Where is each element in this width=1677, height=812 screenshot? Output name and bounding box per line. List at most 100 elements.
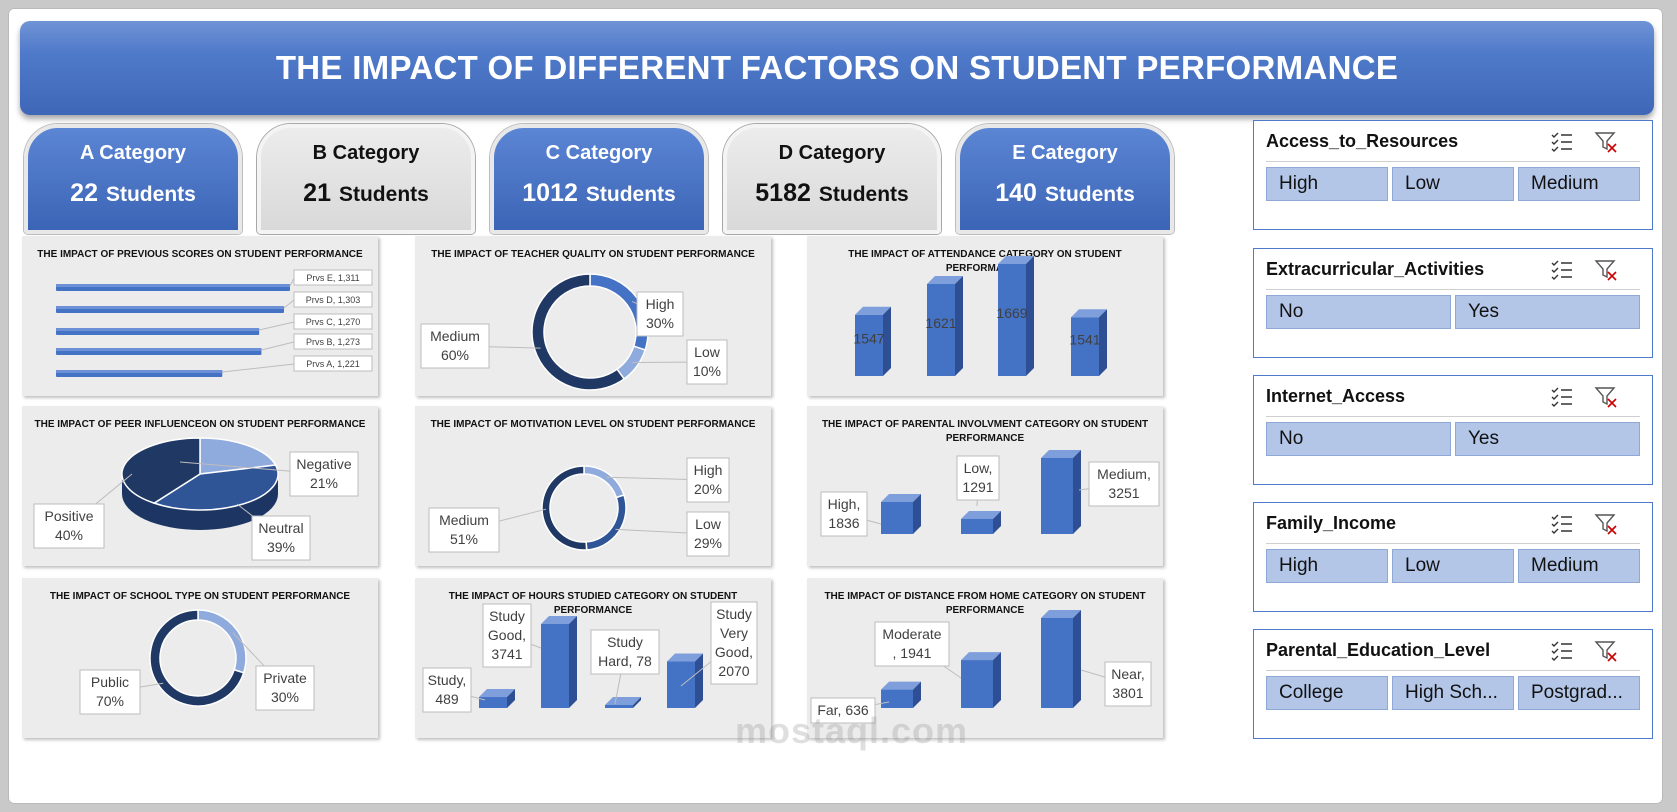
- clear-filter-icon[interactable]: [1594, 131, 1618, 153]
- data-label-leader: [222, 363, 295, 373]
- data-label-box: [686, 511, 730, 557]
- column-top: [855, 306, 891, 315]
- multi-select-icon[interactable]: [1550, 513, 1574, 535]
- bar-highlight: [56, 284, 290, 287]
- data-label-box: [293, 313, 373, 330]
- data-label: Private: [263, 670, 307, 686]
- slicer-access-to-resources: Access_to_Resources High Low Medium: [1253, 120, 1653, 230]
- column: [961, 518, 993, 534]
- column-side: [913, 494, 921, 534]
- data-label: Medium,: [1097, 466, 1151, 482]
- chart-school-type: THE IMPACT OF SCHOOL TYPE ON STUDENT PER…: [22, 578, 378, 738]
- column-side: [913, 681, 921, 708]
- slicer-option-button[interactable]: Low: [1392, 167, 1514, 201]
- slicer-header: Access_to_Resources: [1266, 131, 1459, 151]
- data-label-box: [293, 269, 373, 286]
- slicer-option-button[interactable]: Yes: [1455, 422, 1640, 456]
- data-label: 60%: [441, 347, 469, 363]
- data-label: Hard, 78: [598, 653, 652, 669]
- slicer-options: High Low Medium: [1266, 167, 1640, 201]
- category-card-c: C Category 1012 Students: [490, 124, 708, 234]
- data-label: High: [646, 296, 675, 312]
- column-top: [1041, 610, 1081, 618]
- column: [479, 697, 507, 708]
- slicer-option-button[interactable]: Yes: [1455, 295, 1640, 329]
- data-label: Good,: [715, 644, 753, 660]
- slicer-option-button[interactable]: Medium: [1518, 549, 1640, 583]
- pie-depth: [122, 474, 278, 530]
- data-label: Public: [91, 674, 129, 690]
- clear-filter-icon[interactable]: [1594, 513, 1618, 535]
- data-label: Study,: [428, 672, 467, 688]
- multi-select-icon[interactable]: [1550, 131, 1574, 153]
- column-side: [993, 510, 1001, 534]
- data-label: Near,: [1111, 666, 1144, 682]
- category-count: 22 Students: [70, 179, 196, 208]
- column-top: [1071, 309, 1107, 318]
- data-label: Prvs D, 1,303: [306, 295, 361, 305]
- category-count-value: 5182: [755, 179, 811, 207]
- chart-canvas: Negative 21% Neutral 39% Positive 40%: [33, 437, 359, 561]
- category-count-value: 21: [303, 179, 331, 207]
- column: [1071, 317, 1099, 376]
- data-label: 10%: [693, 363, 721, 379]
- category-count-unit: Students: [818, 183, 909, 206]
- column-top: [667, 653, 703, 662]
- category-count-unit: Students: [585, 183, 676, 206]
- slicer-divider: [1266, 543, 1640, 544]
- data-label: Prvs C, 1,270: [306, 317, 361, 327]
- column-top: [541, 616, 577, 624]
- data-label-box: [428, 507, 500, 553]
- category-count: 140 Students: [995, 179, 1135, 208]
- column: [605, 705, 633, 708]
- slicer-option-button[interactable]: High: [1266, 167, 1388, 201]
- slicer-option-button[interactable]: No: [1266, 295, 1451, 329]
- slicer-options: No Yes: [1266, 295, 1640, 329]
- column-side: [1073, 610, 1081, 708]
- column: [998, 264, 1026, 376]
- chart-title: THE IMPACT OF PREVIOUS SCORES ON STUDENT…: [37, 249, 363, 260]
- chart-title: THE IMPACT OF HOURS STUDIED CATEGORY ON …: [448, 591, 738, 616]
- slicer-header: Internet_Access: [1266, 386, 1406, 406]
- column-side: [695, 653, 703, 708]
- slicer-option-button[interactable]: No: [1266, 422, 1451, 456]
- bar-highlight: [56, 370, 223, 373]
- multi-select-icon[interactable]: [1550, 640, 1574, 662]
- clear-filter-icon[interactable]: [1594, 640, 1618, 662]
- data-label: Negative: [296, 456, 351, 472]
- slicer-divider: [1266, 416, 1640, 417]
- data-label: Very: [720, 625, 748, 641]
- category-label: C Category: [545, 142, 653, 164]
- chart-title: THE IMPACT OF TEACHER QUALITY ON STUDENT…: [431, 249, 755, 260]
- column: [855, 314, 883, 376]
- chart-canvas: High, 1836 Low, 1291 Medium, 3251: [820, 450, 1160, 537]
- data-label: 3741: [491, 646, 522, 662]
- slicer-option-button[interactable]: Postgrad...: [1518, 676, 1640, 710]
- multi-select-icon[interactable]: [1550, 259, 1574, 281]
- slice-public: [149, 609, 245, 707]
- data-label: Medium: [439, 512, 489, 528]
- category-card-e: E Category 140 Students: [956, 124, 1174, 234]
- data-label: Moderate: [882, 626, 941, 642]
- slicer-option-button[interactable]: High Sch...: [1392, 676, 1514, 710]
- clear-filter-icon[interactable]: [1594, 386, 1618, 408]
- slicer-option-button[interactable]: College: [1266, 676, 1388, 710]
- slicer-option-button[interactable]: High: [1266, 549, 1388, 583]
- data-label-box: [710, 601, 758, 685]
- chart-title: THE IMPACT OF MOTIVATION LEVEL ON STUDEN…: [430, 419, 756, 430]
- column-side: [883, 306, 891, 376]
- clear-filter-icon[interactable]: [1594, 259, 1618, 281]
- category-label: B Category: [312, 142, 420, 164]
- slicer-family-income: Family_Income High Low Medium: [1253, 502, 1653, 612]
- category-card-b: B Category 21 Students: [257, 124, 475, 234]
- chart-title: THE IMPACT OF ATTENDANCE CATEGORY ON STU…: [848, 249, 1122, 274]
- data-label: 3251: [1108, 485, 1139, 501]
- multi-select-icon[interactable]: [1550, 386, 1574, 408]
- chart-hours-studied: THE IMPACT OF HOURS STUDIED CATEGORY ON …: [415, 578, 771, 738]
- data-label: Study: [489, 608, 525, 624]
- slicer-option-button[interactable]: Low: [1392, 549, 1514, 583]
- slicer-option-button[interactable]: Medium: [1518, 167, 1640, 201]
- data-label-box: [420, 323, 490, 369]
- data-label: 1669: [996, 305, 1027, 321]
- slicer-divider: [1266, 670, 1640, 671]
